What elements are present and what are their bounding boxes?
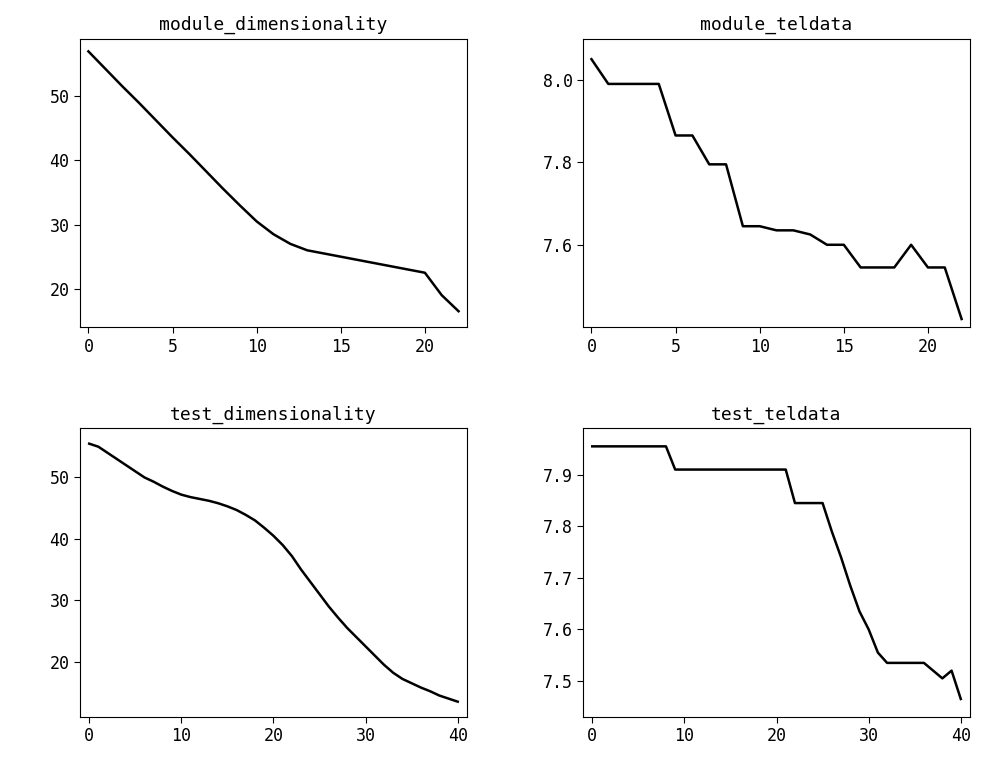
Title: module_dimensionality: module_dimensionality xyxy=(159,16,388,35)
Title: module_teldata: module_teldata xyxy=(700,16,853,35)
Title: test_teldata: test_teldata xyxy=(711,406,842,424)
Title: test_dimensionality: test_dimensionality xyxy=(170,406,377,424)
